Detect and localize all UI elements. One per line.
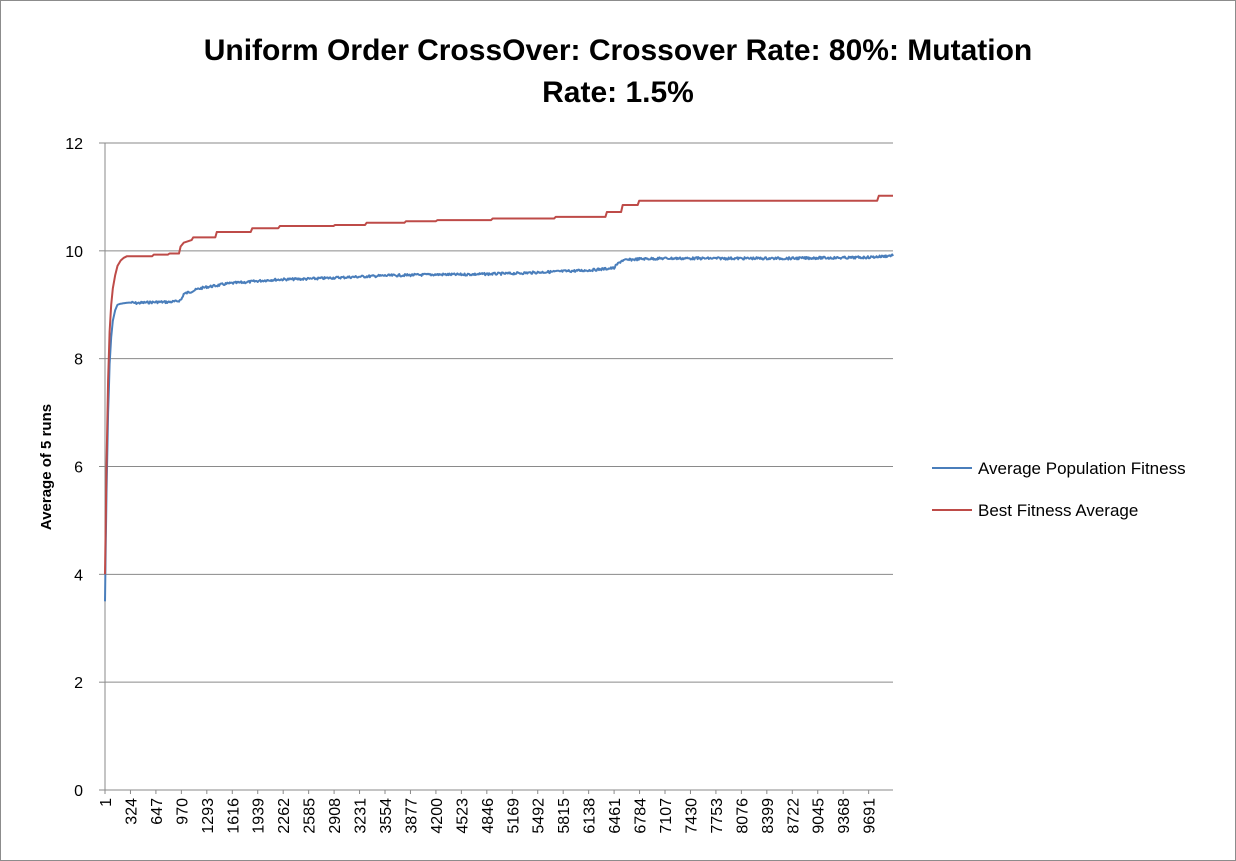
x-tick-label-2585: 2585 — [302, 798, 319, 834]
chart-title-line-2: Rate: 1.5% — [542, 76, 694, 109]
y-tick-label-4: 4 — [74, 567, 83, 584]
x-tick-label-6784: 6784 — [633, 798, 650, 834]
x-tick-label-6461: 6461 — [607, 798, 624, 834]
x-tick-label-5492: 5492 — [531, 798, 548, 834]
chart-title-line-1: Uniform Order CrossOver: Crossover Rate:… — [204, 34, 1033, 67]
x-tick-label-7753: 7753 — [709, 798, 726, 834]
x-tick-label-9045: 9045 — [811, 798, 828, 834]
x-tick-label-6138: 6138 — [582, 798, 599, 834]
x-tick-label-3877: 3877 — [403, 798, 420, 834]
y-tick-label-0: 0 — [74, 783, 83, 800]
x-tick-label-8722: 8722 — [785, 798, 802, 834]
series-line-2 — [104, 194, 893, 575]
x-tick-label-3554: 3554 — [378, 798, 395, 834]
x-tick-label-2262: 2262 — [276, 798, 293, 834]
legend-label-1: Average Population Fitness — [978, 459, 1186, 478]
x-tick-label-7107: 7107 — [658, 798, 675, 834]
x-tick-labels: 1 324 647 970 1293 1616 1939 2262 2585 2908 3231 35… — [98, 798, 879, 834]
x-tick-label-324: 324 — [123, 798, 140, 825]
x-tick-label-1616: 1616 — [225, 798, 242, 834]
x-tick-label-9368: 9368 — [836, 798, 853, 834]
y-tick-label-12: 12 — [65, 136, 83, 153]
x-tick-label-1293: 1293 — [200, 798, 217, 834]
x-tick-label-1939: 1939 — [251, 798, 268, 834]
y-axis-label: Average of 5 runs — [38, 404, 55, 530]
y-tick-label-6: 6 — [74, 460, 83, 477]
x-tick-label-3231: 3231 — [353, 798, 370, 834]
legend-label-2: Best Fitness Average — [978, 501, 1138, 520]
x-tick-label-5169: 5169 — [505, 798, 522, 834]
y-tick-label-8: 8 — [74, 352, 83, 369]
y-tick-labels: 0 2 4 6 8 10 12 — [65, 136, 83, 800]
x-tick-label-8076: 8076 — [734, 798, 751, 834]
x-tick-label-2908: 2908 — [327, 798, 344, 834]
y-tick-label-10: 10 — [65, 244, 83, 261]
x-tick-label-1: 1 — [98, 798, 115, 807]
series-lines — [104, 194, 894, 602]
x-tick-label-970: 970 — [174, 798, 191, 825]
axes — [99, 142, 893, 794]
x-tick-label-5815: 5815 — [556, 798, 573, 834]
x-tick-label-8399: 8399 — [760, 798, 777, 834]
x-tick-label-4846: 4846 — [480, 798, 497, 834]
x-tick-label-4200: 4200 — [429, 798, 446, 834]
series-line-1 — [104, 253, 894, 602]
y-tick-label-2: 2 — [74, 675, 83, 692]
x-tick-label-9691: 9691 — [862, 798, 879, 834]
x-tick-label-647: 647 — [149, 798, 166, 825]
x-tick-label-7430: 7430 — [683, 798, 700, 834]
gridlines — [105, 142, 893, 683]
legend: Average Population Fitness Best Fitness A… — [932, 459, 1186, 520]
x-tick-label-4523: 4523 — [454, 798, 471, 834]
